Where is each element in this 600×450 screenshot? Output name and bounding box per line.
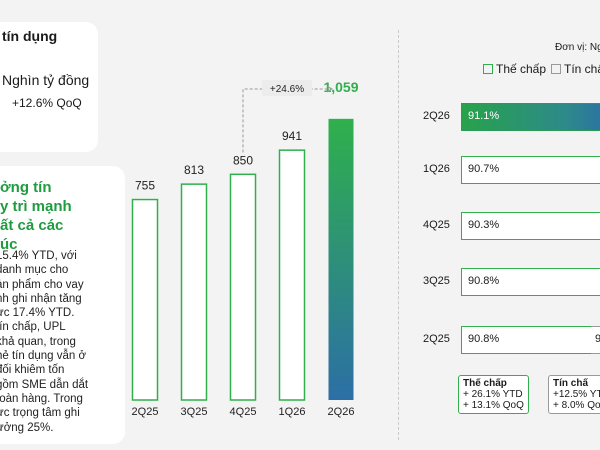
row-label: 3Q25 bbox=[423, 275, 450, 287]
card-title: tín dụng bbox=[2, 28, 58, 44]
secured-share-bar: 91.1% bbox=[461, 103, 600, 131]
growth-title: Tín chấ bbox=[553, 378, 589, 389]
bar-value-label: 755 bbox=[135, 179, 155, 193]
legend-label: Thế chấp bbox=[496, 62, 547, 76]
credit-growth-text-card: ởng tín y trì mạnh ất cả các úc 15.4% YT… bbox=[0, 166, 125, 444]
growth-annotation: +24.6% bbox=[270, 84, 304, 95]
legend-swatch-gray bbox=[551, 64, 561, 74]
bar-1Q26 bbox=[278, 149, 306, 401]
growth-line: +12.5% YT bbox=[553, 389, 600, 400]
growth-line: + 13.1% QoQ bbox=[463, 400, 524, 411]
row-label: 2Q25 bbox=[423, 333, 450, 345]
growth-line: + 8.0% QoQ bbox=[553, 400, 600, 411]
section-divider bbox=[398, 30, 399, 440]
bar-3Q25 bbox=[180, 183, 208, 401]
row-label: 1Q26 bbox=[423, 163, 450, 175]
bar-4Q25 bbox=[229, 173, 257, 401]
bar-2Q26 bbox=[328, 118, 354, 400]
unit-label: Nghìn tỷ đồng bbox=[2, 72, 90, 88]
qoq-label: +12.6% QoQ bbox=[12, 96, 82, 110]
growth-title: Thế chấp bbox=[463, 378, 507, 389]
loan-mix-panel: Đơn vị: Ng Thế chấp Tín chấ 2Q26 91.1% 1Q2… bbox=[405, 30, 600, 450]
x-tick-label: 4Q25 bbox=[230, 406, 257, 418]
growth-line: + 26.1% YTD bbox=[463, 389, 523, 400]
card-body-text: 15.4% YTD, với danh mục cho ản phẩm cho … bbox=[0, 250, 89, 434]
secured-share-bar: 90.8% bbox=[461, 268, 600, 296]
bar-value-label: 850 bbox=[233, 153, 253, 167]
secured-share-bar: 90.3% bbox=[461, 212, 600, 240]
x-tick-label: 2Q26 bbox=[328, 406, 355, 418]
bar-value-label: 941 bbox=[282, 129, 302, 143]
row-label: 4Q25 bbox=[423, 219, 450, 231]
unsecured-share-bar: 9 bbox=[591, 326, 600, 354]
secured-growth-box: Thế chấp + 26.1% YTD + 13.1% QoQ bbox=[458, 375, 529, 414]
legend-swatch-green bbox=[483, 64, 493, 74]
secured-share-bar: 90.7% bbox=[461, 156, 600, 184]
unit-label: Đơn vị: Ng bbox=[555, 42, 600, 53]
x-tick-label: 1Q26 bbox=[279, 406, 306, 418]
legend-secured: Thế chấp bbox=[483, 62, 546, 76]
bar-value-label: 813 bbox=[184, 163, 204, 177]
secured-share-bar: 90.8% bbox=[461, 326, 592, 354]
bar-value-label: 1,059 bbox=[323, 79, 358, 95]
legend-label: Tín chấ bbox=[564, 62, 600, 76]
loan-balance-bar-chart: 755 2Q25 813 3Q25 850 4Q25 941 1Q26 1,059 2Q26 +24… bbox=[131, 79, 359, 418]
growth-arrow-head bbox=[326, 85, 333, 93]
unsecured-growth-box: Tín chấ +12.5% YT + 8.0% QoQ bbox=[548, 375, 600, 414]
bar-2Q25 bbox=[131, 198, 159, 401]
x-tick-label: 3Q25 bbox=[181, 406, 208, 418]
card-heading: ởng tín y trì mạnh ất cả các úc bbox=[0, 179, 72, 253]
credit-summary-card: tín dụng Nghìn tỷ đồng +12.6% QoQ bbox=[0, 22, 98, 152]
row-label: 2Q26 bbox=[423, 110, 450, 122]
growth-label-bg bbox=[262, 80, 312, 96]
x-tick-label: 2Q25 bbox=[132, 406, 159, 418]
legend-unsecured: Tín chấ bbox=[551, 62, 600, 76]
